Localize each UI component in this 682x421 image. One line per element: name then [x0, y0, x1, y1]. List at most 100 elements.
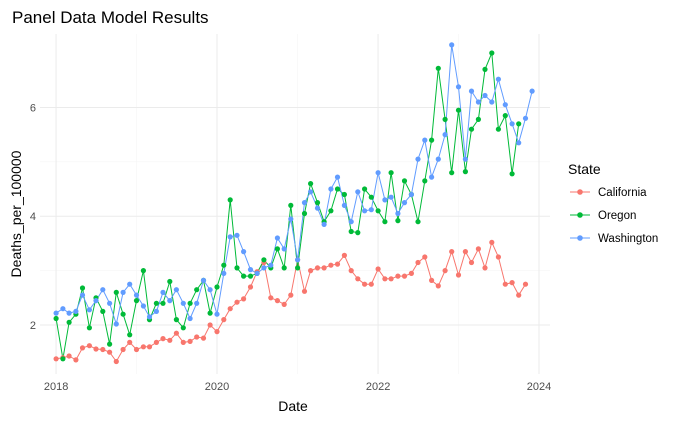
data-point-california	[395, 273, 401, 279]
data-point-california	[429, 277, 435, 283]
data-point-washington	[395, 210, 401, 217]
data-point-california	[173, 330, 179, 336]
data-point-washington	[482, 92, 488, 99]
data-point-oregon	[241, 273, 247, 279]
data-point-california	[107, 349, 113, 355]
data-point-california	[146, 344, 153, 350]
data-point-california	[509, 280, 515, 286]
data-point-washington	[295, 257, 301, 263]
data-point-oregon	[79, 285, 86, 291]
data-point-oregon	[66, 319, 72, 325]
data-point-oregon	[475, 116, 481, 122]
data-point-california	[73, 357, 79, 363]
data-point-washington	[328, 186, 334, 192]
legend-key-point-oregon	[577, 212, 583, 218]
data-point-oregon	[173, 317, 179, 323]
data-point-oregon	[207, 310, 213, 316]
y-tick-label: 2	[30, 320, 36, 332]
data-point-oregon	[348, 228, 354, 235]
x-tick-label: 2018	[44, 381, 68, 393]
data-point-oregon	[482, 66, 488, 72]
data-point-california	[401, 273, 408, 279]
data-point-california	[502, 281, 508, 287]
data-point-california	[66, 353, 72, 359]
data-point-oregon	[435, 65, 441, 71]
data-point-oregon	[133, 298, 140, 304]
data-point-washington	[314, 205, 321, 211]
data-point-oregon	[375, 208, 381, 214]
data-point-washington	[167, 298, 173, 304]
data-point-washington	[73, 308, 79, 314]
data-point-washington	[93, 298, 99, 304]
data-point-california	[388, 276, 394, 282]
data-point-oregon	[140, 268, 146, 274]
series-line-california	[56, 240, 526, 363]
data-point-oregon	[234, 265, 240, 271]
data-point-washington	[475, 99, 481, 105]
data-point-oregon	[495, 126, 501, 132]
data-point-oregon	[107, 341, 113, 347]
data-point-california	[422, 254, 428, 260]
data-point-california	[362, 281, 368, 287]
data-point-oregon	[214, 284, 220, 290]
data-point-washington	[321, 221, 327, 227]
data-point-oregon	[194, 287, 200, 293]
data-point-oregon	[388, 170, 394, 176]
data-point-california	[207, 322, 213, 328]
data-point-oregon	[308, 181, 314, 187]
data-point-california	[221, 317, 227, 323]
data-point-california	[100, 346, 106, 353]
data-point-california	[348, 268, 354, 274]
data-point-california	[522, 281, 529, 287]
data-point-washington	[281, 246, 287, 252]
x-tick-label: 2022	[366, 381, 390, 393]
data-point-washington	[187, 315, 193, 322]
data-point-washington	[382, 197, 388, 203]
data-point-oregon	[422, 178, 428, 184]
data-point-california	[214, 329, 220, 335]
data-point-oregon	[100, 308, 106, 314]
data-point-california	[455, 272, 462, 278]
data-point-california	[180, 339, 186, 345]
data-point-washington	[415, 156, 421, 162]
data-point-washington	[234, 232, 240, 238]
data-point-california	[301, 288, 308, 294]
data-point-oregon	[516, 121, 522, 127]
data-point-california	[127, 339, 133, 345]
data-point-oregon	[429, 137, 435, 143]
data-point-washington	[200, 277, 207, 283]
data-point-oregon	[60, 356, 66, 362]
data-point-washington	[261, 265, 267, 271]
data-point-oregon	[180, 325, 186, 331]
data-point-oregon	[221, 262, 227, 268]
data-point-washington	[308, 189, 314, 195]
data-point-oregon	[489, 50, 495, 56]
data-point-california	[281, 301, 287, 307]
legend-key-point-washington	[577, 235, 583, 241]
data-point-california	[86, 343, 92, 349]
data-point-washington	[146, 314, 153, 320]
data-point-california	[167, 337, 173, 343]
data-point-california	[234, 299, 240, 305]
data-point-california	[516, 292, 522, 298]
data-point-oregon	[187, 300, 193, 306]
data-point-washington	[180, 300, 186, 306]
data-point-washington	[442, 132, 448, 138]
data-point-oregon	[462, 169, 468, 175]
data-point-washington	[435, 156, 441, 162]
data-point-washington	[107, 300, 113, 306]
data-point-oregon	[167, 278, 173, 285]
data-point-california	[113, 358, 119, 365]
data-point-oregon	[502, 113, 508, 119]
data-point-oregon	[455, 107, 462, 113]
data-point-california	[462, 249, 468, 255]
data-point-california	[140, 344, 146, 350]
y-tick-label: 4	[30, 211, 36, 223]
data-point-california	[482, 265, 488, 271]
data-point-california	[408, 270, 414, 276]
data-point-california	[435, 283, 441, 289]
data-point-washington	[355, 189, 361, 195]
data-point-oregon	[281, 265, 287, 271]
data-point-washington	[462, 156, 468, 162]
data-point-california	[334, 261, 341, 267]
